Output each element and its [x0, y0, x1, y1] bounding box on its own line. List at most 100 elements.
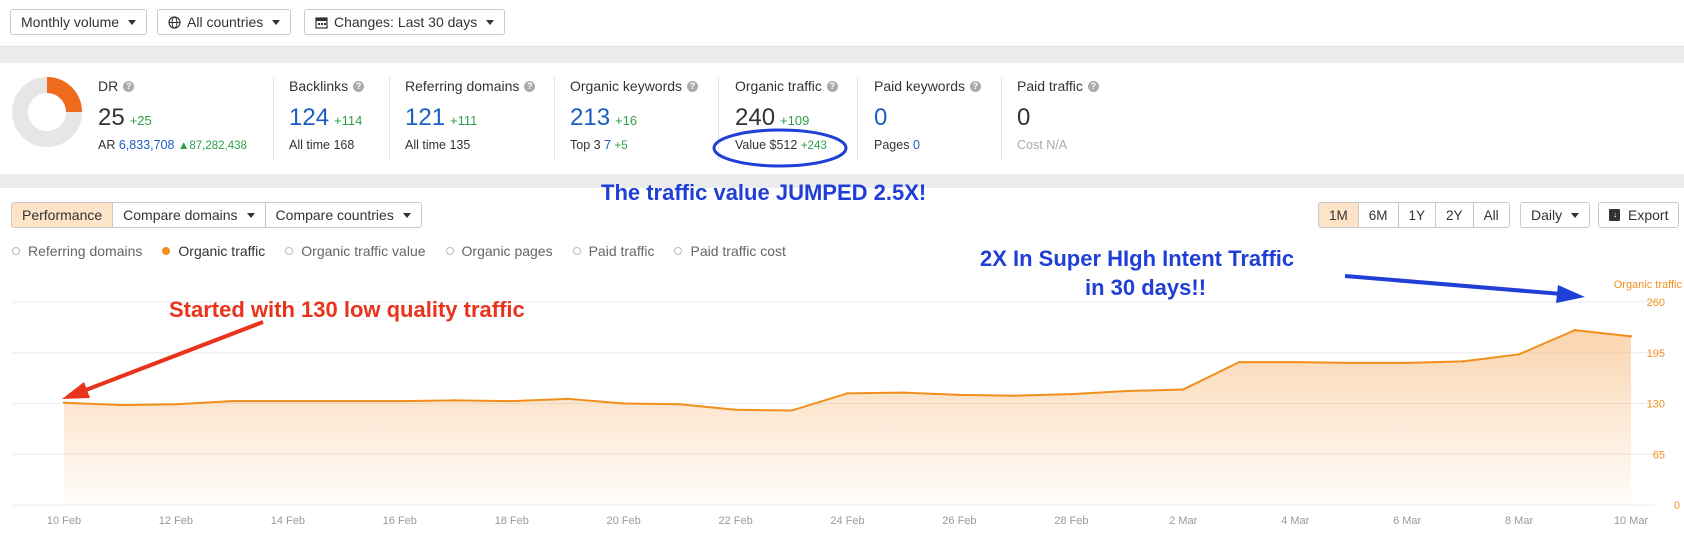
- chevron-down-icon: [402, 212, 411, 218]
- tab-label: Performance: [22, 207, 103, 223]
- x-tick-label: 14 Feb: [271, 515, 305, 527]
- divider: [718, 77, 719, 161]
- data-point: [118, 403, 122, 407]
- top3-value[interactable]: 7: [604, 138, 612, 152]
- y-tick-label: 260: [1647, 297, 1665, 309]
- divider: [1001, 77, 1002, 161]
- x-tick-label: 10 Feb: [47, 515, 81, 527]
- changes-label: Changes: Last 30 days: [334, 14, 478, 30]
- annotation-arrowhead-red: [62, 382, 90, 399]
- divider: [389, 77, 390, 161]
- x-tick-label: 28 Feb: [1054, 515, 1088, 527]
- x-tick-label: 24 Feb: [830, 515, 864, 527]
- referring-domains-value[interactable]: 121: [405, 104, 446, 131]
- data-point: [1629, 335, 1633, 338]
- data-point: [1349, 361, 1353, 365]
- data-point: [1014, 394, 1017, 397]
- help-icon[interactable]: ?: [353, 80, 365, 92]
- ar-delta: 87,282,438: [189, 140, 247, 152]
- metric-dr: DR? 25 +25 AR 6,833,708 ▲87,282,438: [98, 78, 247, 152]
- data-point: [454, 399, 457, 402]
- backlinks-label: Backlinks: [289, 78, 349, 94]
- monthly-volume-dropdown[interactable]: Monthly volume: [10, 9, 148, 35]
- tab-compare-countries[interactable]: Compare countries: [264, 202, 422, 228]
- changes-dropdown[interactable]: Changes: Last 30 days: [304, 9, 506, 35]
- metric-referring-domains: Referring domains? 121 +111 All time 135: [405, 78, 536, 152]
- help-icon[interactable]: ?: [123, 80, 135, 92]
- section-divider: [0, 174, 1684, 188]
- help-icon[interactable]: ?: [970, 80, 982, 92]
- legend-label: Organic traffic: [178, 243, 266, 259]
- legend-organic-pages[interactable]: Organic pages: [445, 243, 553, 259]
- legend-dot: [162, 247, 171, 255]
- tab-label: Compare countries: [275, 207, 394, 223]
- backlinks-value[interactable]: 124: [289, 104, 330, 131]
- range-all[interactable]: All: [1472, 202, 1510, 228]
- globe-icon: [168, 15, 181, 30]
- help-icon[interactable]: ?: [826, 80, 838, 92]
- data-point: [62, 401, 66, 404]
- tab-label: Compare domains: [123, 207, 238, 223]
- annotation-growth-line1: 2X In Super HIgh Intent Traffic: [980, 246, 1295, 271]
- organic-keywords-value[interactable]: 213: [570, 104, 611, 131]
- legend-label: Paid traffic: [588, 243, 655, 259]
- backlinks-sub-label: All time: [289, 138, 330, 152]
- chevron-down-icon: [128, 19, 137, 25]
- monthly-volume-label: Monthly volume: [21, 14, 120, 30]
- y-tick-label: 65: [1653, 449, 1665, 461]
- data-point: [1573, 328, 1577, 332]
- export-button[interactable]: ↓ Export: [1598, 202, 1680, 228]
- tab-compare-domains[interactable]: Compare domains: [112, 202, 265, 228]
- country-dropdown[interactable]: All countries: [157, 9, 292, 35]
- chevron-down-icon: [1571, 212, 1580, 218]
- legend-dot: [674, 247, 683, 255]
- legend-organic-traffic-value[interactable]: Organic traffic value: [285, 243, 426, 259]
- metric-paid-keywords: Paid keywords? 0 Pages 0: [874, 78, 982, 152]
- paid-keywords-value[interactable]: 0: [874, 104, 888, 131]
- legend-referring-domains[interactable]: Referring domains: [12, 243, 142, 259]
- help-icon[interactable]: ?: [524, 80, 536, 92]
- data-point: [1294, 360, 1297, 364]
- organic-keywords-delta: +16: [615, 113, 638, 128]
- ar-value[interactable]: 6,833,708: [118, 138, 175, 152]
- range-1y[interactable]: 1Y: [1397, 202, 1436, 228]
- data-point: [678, 403, 681, 406]
- paid-keywords-label: Paid keywords: [874, 78, 966, 94]
- data-point: [174, 403, 178, 406]
- legend-label: Organic traffic value: [301, 243, 426, 259]
- filter-bar: Monthly volume All countries Changes: La…: [0, 0, 1684, 46]
- traffic-value-label: Value: [735, 138, 767, 152]
- data-point: [1238, 360, 1241, 364]
- x-tick-label: 16 Feb: [383, 515, 417, 527]
- granularity-dropdown[interactable]: Daily: [1520, 202, 1591, 228]
- range-selector: 1M 6M 1Y 2Y All: [1318, 202, 1510, 228]
- pages-value[interactable]: 0: [912, 138, 920, 152]
- data-point: [958, 393, 961, 397]
- legend-paid-traffic-cost[interactable]: Paid traffic cost: [674, 243, 786, 259]
- metric-paid-traffic: Paid traffic? 0 Cost N/A: [1017, 78, 1099, 152]
- y-tick-label: 195: [1647, 348, 1665, 360]
- help-icon[interactable]: ?: [1087, 80, 1099, 92]
- export-label: Export: [1628, 207, 1669, 223]
- tab-performance[interactable]: Performance: [11, 202, 113, 228]
- view-tabs: Performance Compare domains Compare countr…: [11, 202, 422, 228]
- annotation-arrow-blue: [1344, 274, 1563, 296]
- metric-organic-keywords: Organic keywords? 213 +16 Top 3 7 +5: [570, 78, 699, 152]
- chevron-down-icon: [246, 212, 255, 218]
- x-tick-label: 2 Mar: [1169, 515, 1197, 527]
- help-icon[interactable]: ?: [687, 80, 699, 92]
- x-tick-label: 12 Feb: [159, 515, 193, 527]
- section-divider: [0, 46, 1684, 63]
- range-1m[interactable]: 1M: [1318, 202, 1358, 228]
- range-6m[interactable]: 6M: [1357, 202, 1398, 228]
- organic-traffic-value: 240: [735, 104, 776, 131]
- up-arrow-icon: ▲: [177, 140, 190, 152]
- legend-paid-traffic[interactable]: Paid traffic: [572, 243, 655, 259]
- top3-label: Top 3: [570, 138, 601, 152]
- legend-dot: [285, 247, 294, 255]
- range-2y[interactable]: 2Y: [1435, 202, 1473, 228]
- organic-traffic-area: [64, 330, 1631, 505]
- legend-organic-traffic[interactable]: Organic traffic: [162, 243, 265, 259]
- cost-label: Cost: [1017, 138, 1043, 152]
